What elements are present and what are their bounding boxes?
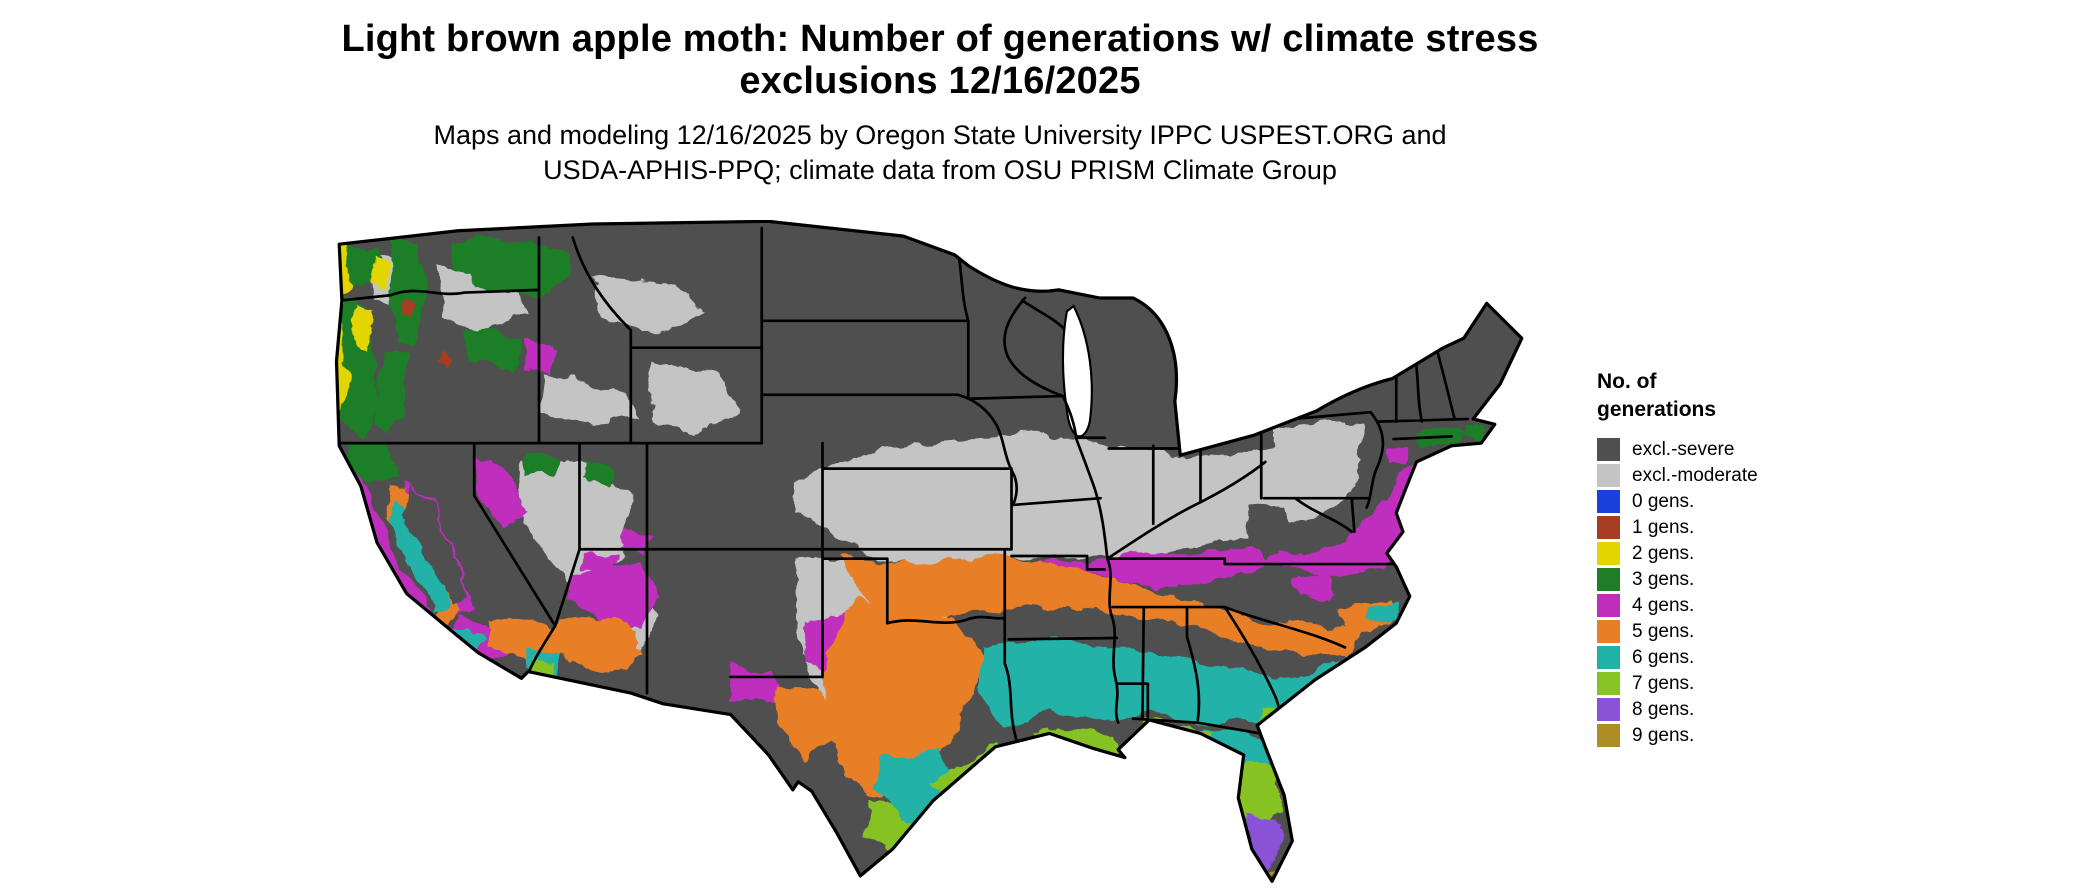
us-outline <box>334 220 1524 883</box>
subtitle: Maps and modeling 12/16/2025 by Oregon S… <box>0 118 1880 188</box>
legend-swatch <box>1597 489 1620 513</box>
legend-swatch <box>1597 437 1620 461</box>
map-region <box>387 483 1398 798</box>
legend-label: 6 gens. <box>1632 646 1695 668</box>
legend-swatch <box>1597 463 1620 487</box>
subtitle-line1: Maps and modeling 12/16/2025 by Oregon S… <box>433 120 1447 150</box>
subtitle-line2: USDA-APHIS-PPQ; climate data from OSU PR… <box>543 155 1337 185</box>
legend-swatch <box>1597 567 1620 591</box>
legend-item-g3: 3 gens. <box>1597 566 1857 592</box>
map-region <box>336 238 390 425</box>
legend-swatch <box>1597 619 1620 643</box>
legend-swatch <box>1597 593 1620 617</box>
legend-swatch <box>1597 645 1620 669</box>
legend-swatch <box>1597 541 1620 565</box>
map-region <box>371 252 1366 785</box>
legend-item-g1: 1 gens. <box>1597 514 1857 540</box>
legend-label: 9 gens. <box>1632 724 1695 746</box>
map-region <box>401 297 450 368</box>
legend-item-g2: 2 gens. <box>1597 540 1857 566</box>
legend-item-g0: 0 gens. <box>1597 488 1857 514</box>
legend-title-line1: No. of <box>1597 370 1657 393</box>
state-borders <box>336 226 1470 743</box>
legend-item-g7: 7 gens. <box>1597 670 1857 696</box>
header: Light brown apple moth: Number of genera… <box>0 18 1880 188</box>
legend-item-g5: 5 gens. <box>1597 618 1857 644</box>
legend-label: 2 gens. <box>1632 542 1695 564</box>
legend-item-g9: 9 gens. <box>1597 722 1857 748</box>
legend-label: excl.-moderate <box>1632 464 1758 486</box>
legend-label: 8 gens. <box>1632 698 1695 720</box>
map-region <box>390 496 1401 833</box>
legend-label: 7 gens. <box>1632 672 1695 694</box>
legend-swatch <box>1597 723 1620 747</box>
legend-label: excl.-severe <box>1632 438 1735 460</box>
legend-title: No. of generations <box>1597 368 1857 424</box>
legend-item-g8: 8 gens. <box>1597 696 1857 722</box>
us-map-svg <box>334 220 1524 883</box>
map-region <box>336 338 1428 704</box>
page-title-line2: exclusions 12/16/2025 <box>739 60 1141 102</box>
legend-label: 5 gens. <box>1632 620 1695 642</box>
legend-items: excl.-severe excl.-moderate 0 gens. 1 gens.… <box>1597 436 1857 748</box>
legend: No. of generations excl.-severe excl.-mod… <box>1597 368 1857 748</box>
legend-label: 1 gens. <box>1632 516 1695 538</box>
legend-item-g4: 4 gens. <box>1597 592 1857 618</box>
page-title-line1: Light brown apple moth: Number of genera… <box>341 18 1539 60</box>
legend-title-line2: generations <box>1597 398 1717 421</box>
legend-item-severe: excl.-severe <box>1597 436 1857 462</box>
legend-swatch <box>1597 697 1620 721</box>
us-generations-map <box>323 220 1538 892</box>
legend-label: 0 gens. <box>1632 490 1695 512</box>
lake-michigan <box>1061 304 1093 438</box>
legend-label: 3 gens. <box>1632 568 1695 590</box>
legend-label: 4 gens. <box>1632 594 1695 616</box>
legend-swatch <box>1597 671 1620 695</box>
legend-swatch <box>1597 515 1620 539</box>
legend-item-g6: 6 gens. <box>1597 644 1857 670</box>
legend-item-moderate: excl.-moderate <box>1597 462 1857 488</box>
